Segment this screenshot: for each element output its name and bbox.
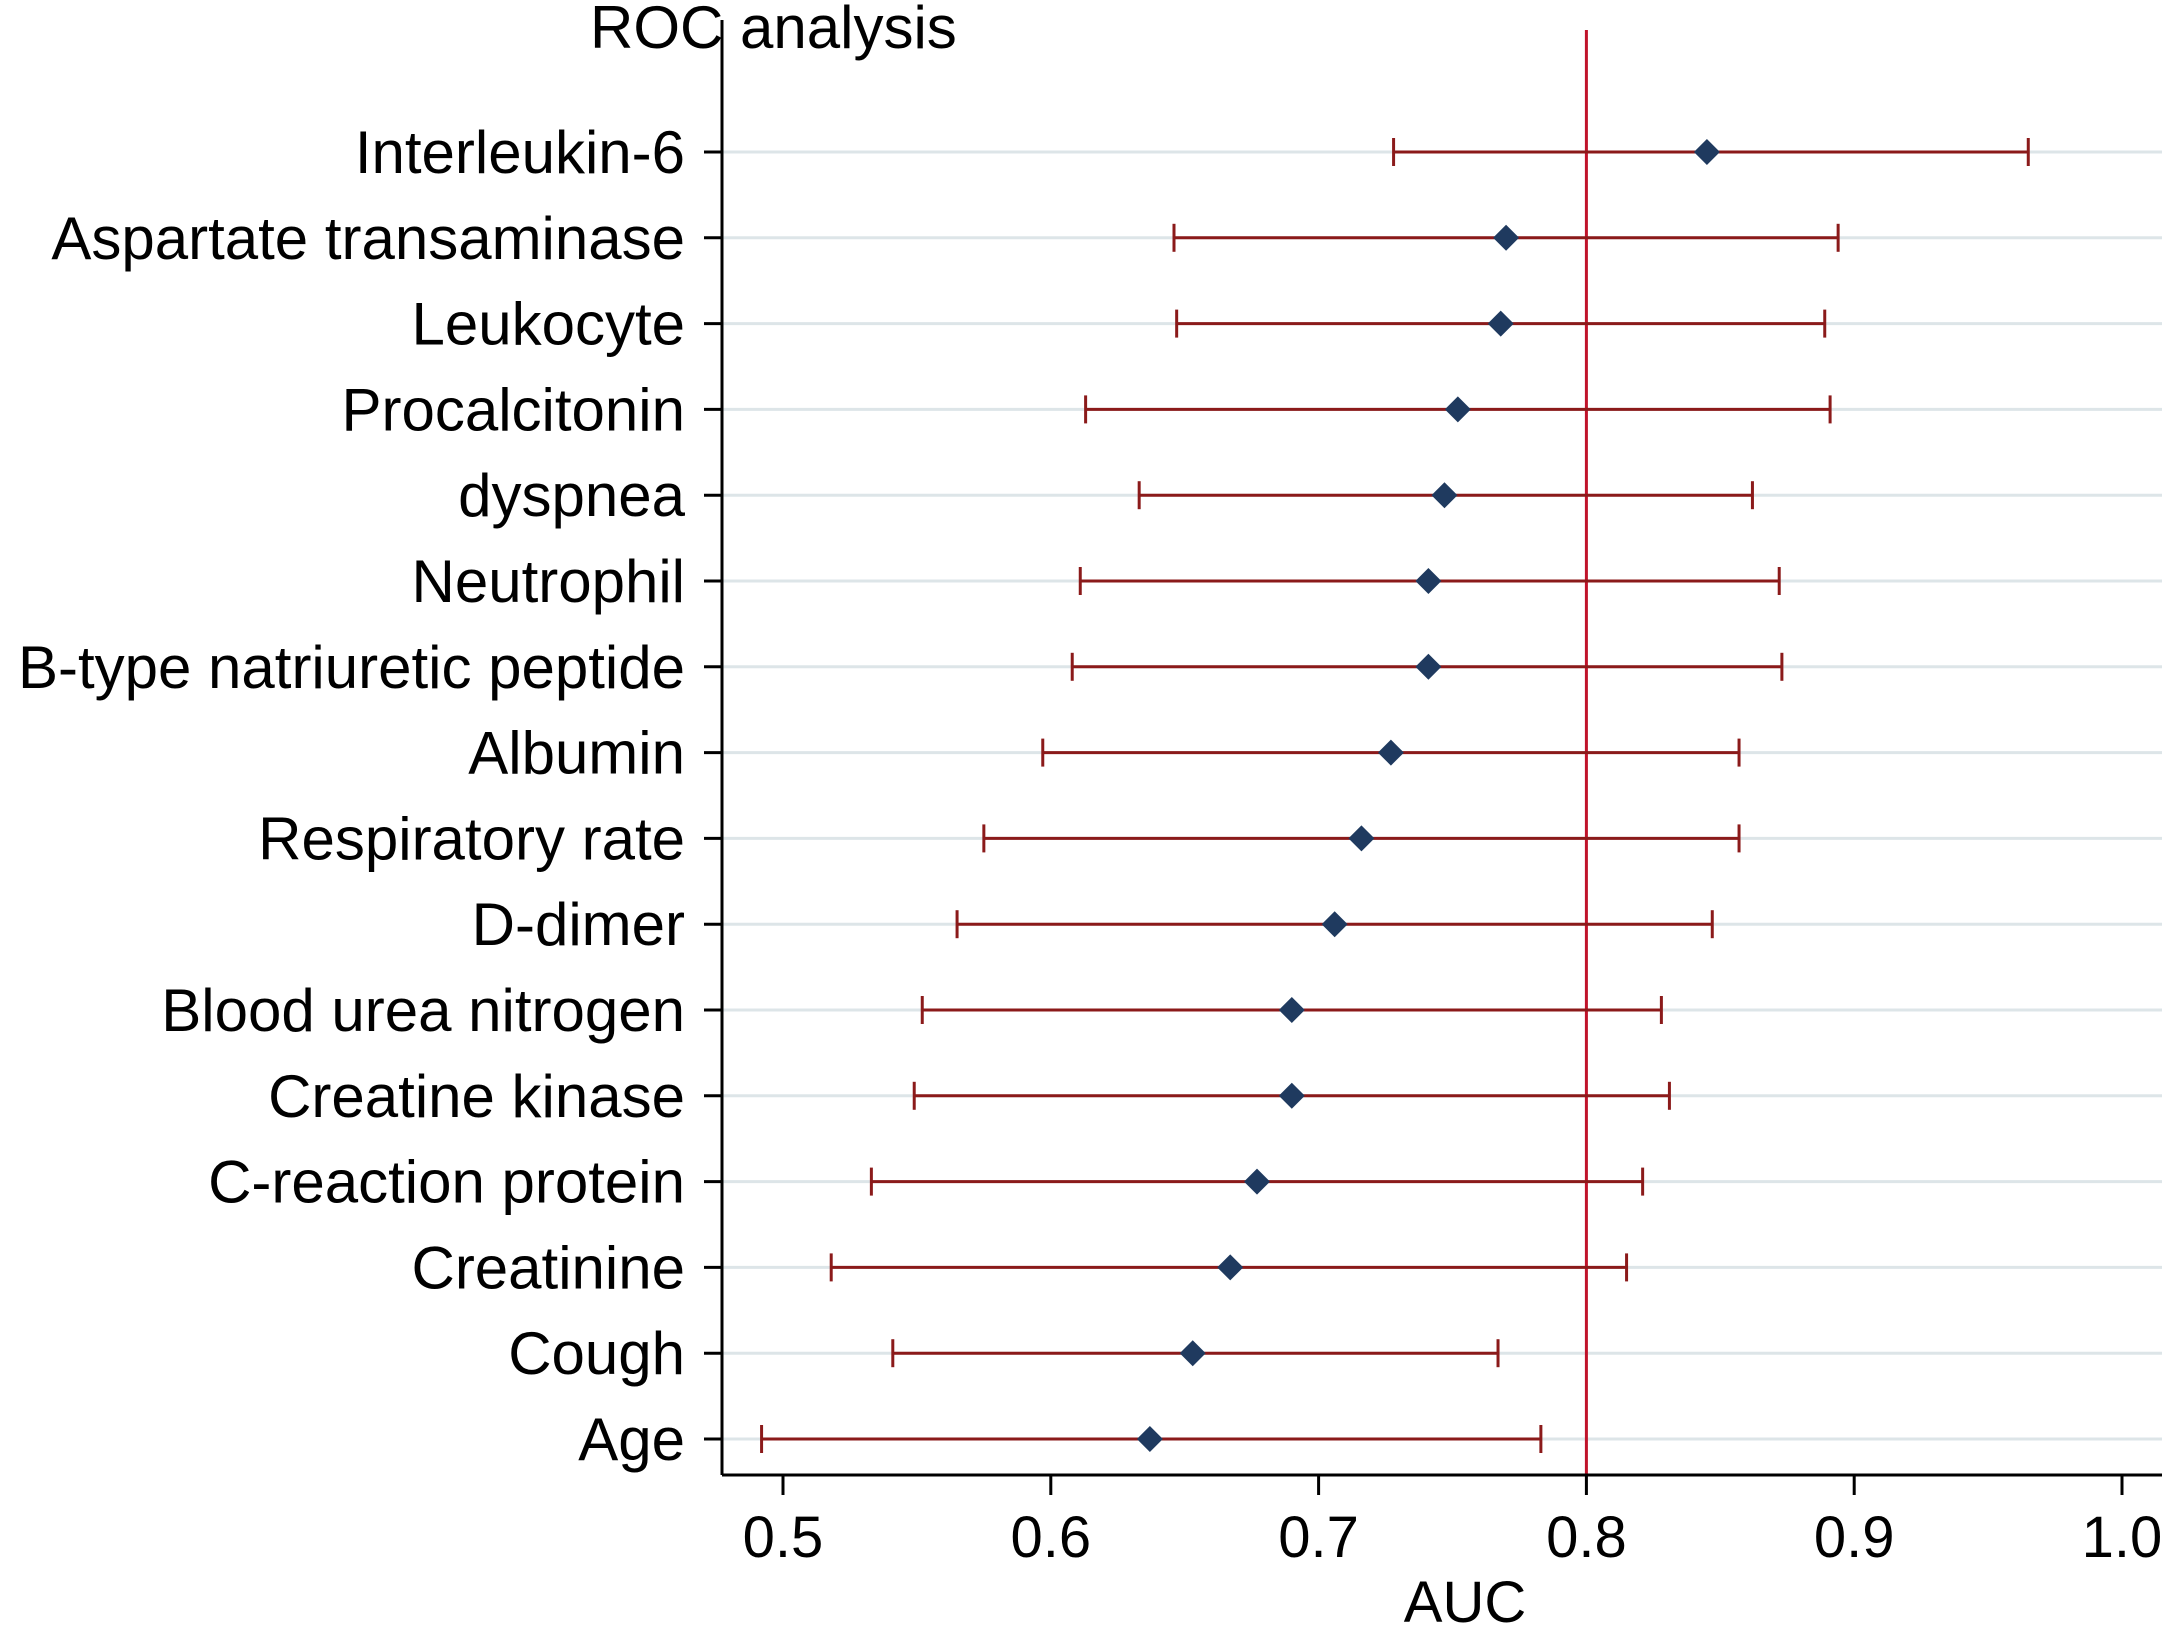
auc-marker-creatinine [1217, 1254, 1244, 1281]
auc-marker-respiratory-rate [1348, 825, 1375, 852]
category-label-d-dimer: D-dimer [472, 891, 685, 958]
x-tick-label-0-5: 0.5 [743, 1505, 824, 1570]
x-tick-label-0-9: 0.9 [1814, 1505, 1895, 1570]
category-label-dyspnea: dyspnea [458, 462, 685, 529]
category-label-creatinine: Creatinine [412, 1234, 686, 1301]
category-label-respiratory-rate: Respiratory rate [258, 805, 685, 872]
category-label-interleukin-6: Interleukin-6 [355, 119, 685, 186]
auc-marker-age [1136, 1426, 1163, 1452]
category-label-b-type-natriuretic-peptide: B-type natriuretic peptide [18, 634, 685, 701]
auc-markers [1136, 139, 1720, 1452]
auc-marker-creatine-kinase [1278, 1082, 1305, 1109]
auc-marker-procalcitonin [1444, 396, 1471, 423]
x-tick-label-0-8: 0.8 [1546, 1505, 1627, 1570]
auc-marker-aspartate-transaminase [1493, 224, 1520, 251]
category-label-creatine-kinase: Creatine kinase [268, 1063, 685, 1130]
auc-marker-leukocyte [1487, 310, 1514, 337]
axes [704, 20, 2162, 1495]
x-tick-label-0-6: 0.6 [1010, 1505, 1091, 1570]
x-tick-label-1-0: 1.0 [2082, 1505, 2163, 1570]
auc-marker-dyspnea [1431, 482, 1458, 509]
category-label-cough: Cough [508, 1320, 685, 1387]
auc-marker-cough [1179, 1340, 1206, 1367]
confidence-intervals [760, 138, 2030, 1453]
category-labels: Interleukin-6 Aspartate transaminase Leuko… [18, 119, 686, 1473]
category-label-leukocyte: Leukocyte [411, 291, 685, 358]
auc-marker-b-type-natriuretic-peptide [1415, 653, 1442, 680]
category-label-blood-urea-nitrogen: Blood urea nitrogen [161, 977, 685, 1044]
category-label-albumin: Albumin [468, 720, 685, 787]
chart-title: ROC analysis [590, 0, 957, 61]
category-label-age: Age [578, 1406, 685, 1473]
x-tick-label-0-7: 0.7 [1278, 1505, 1359, 1570]
category-label-c-reaction-protein: C-reaction protein [208, 1149, 685, 1216]
grid-lines [722, 150, 2162, 1441]
x-axis-title: AUC [1404, 1570, 1526, 1625]
auc-marker-interleukin-6 [1693, 139, 1720, 165]
auc-marker-albumin [1377, 739, 1404, 766]
category-label-procalcitonin: Procalcitonin [341, 376, 685, 443]
auc-marker-d-dimer [1321, 911, 1348, 938]
auc-marker-blood-urea-nitrogen [1278, 997, 1305, 1023]
category-label-neutrophil: Neutrophil [412, 548, 686, 615]
auc-marker-neutrophil [1415, 568, 1442, 594]
x-tick-labels: 0.5 0.6 0.7 0.8 0.9 1.0 [743, 1505, 2163, 1570]
category-label-aspartate-transaminase: Aspartate transaminase [51, 205, 685, 272]
auc-marker-c-reaction-protein [1244, 1168, 1271, 1195]
